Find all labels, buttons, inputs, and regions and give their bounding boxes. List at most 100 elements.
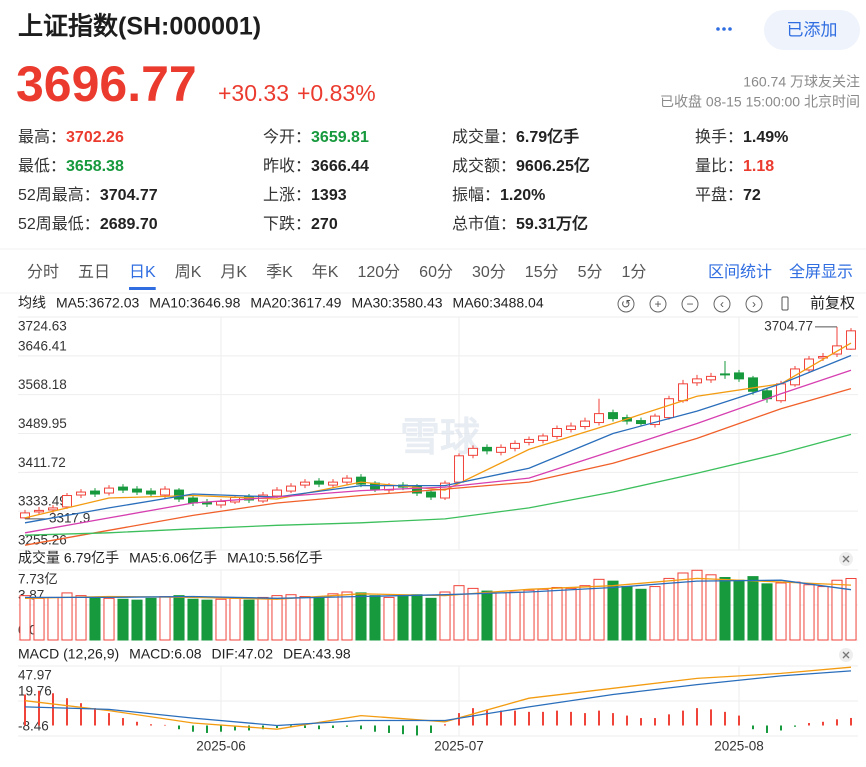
volume-bar xyxy=(327,593,339,641)
added-button[interactable] xyxy=(764,10,860,50)
close-icon[interactable] xyxy=(842,555,850,563)
candle-body xyxy=(552,428,562,437)
stat: 量比：1.18 xyxy=(695,157,774,175)
stat: 上涨：1393 xyxy=(263,186,347,204)
period-tab[interactable]: 60分 xyxy=(419,263,453,281)
y-tick-label: 3724.63 xyxy=(18,319,67,334)
stat-value: 3666.44 xyxy=(311,158,369,175)
ma-line xyxy=(25,579,852,599)
candle-body xyxy=(804,358,814,371)
volume-bar xyxy=(439,591,451,641)
candle-body xyxy=(468,447,478,456)
period-tab[interactable]: 30分 xyxy=(472,263,506,281)
chart-tool-icon[interactable]: − xyxy=(686,297,693,311)
chart-tool[interactable] xyxy=(617,295,635,313)
period-tab[interactable]: 5分 xyxy=(578,263,603,281)
candle-body xyxy=(496,446,506,453)
candle-body xyxy=(62,495,72,508)
candle-body xyxy=(748,377,758,392)
chart-tool-icon[interactable]: ↺ xyxy=(621,297,631,311)
volume-bar xyxy=(173,595,185,641)
charts: 3724.63 3646.41 3568.18 3489.95 3411.72 3333.… xyxy=(18,294,858,754)
volume-bar xyxy=(789,581,801,641)
chart-tool[interactable] xyxy=(745,295,763,313)
chart-tool-icon[interactable]: ‹ xyxy=(720,297,724,311)
y-tick-label: 19.76 xyxy=(18,684,52,699)
candle-body xyxy=(720,373,730,376)
period-tab[interactable]: 分时 xyxy=(27,263,59,281)
volume-bar xyxy=(61,592,73,641)
period-tab[interactable]: 月K xyxy=(220,264,247,281)
stat: 昨收：3666.44 xyxy=(263,157,369,175)
stat-value: 1393 xyxy=(311,187,347,204)
y-tick-label: 3646.41 xyxy=(18,338,67,353)
chart-tool-icon[interactable]: › xyxy=(752,297,756,311)
volume-bar xyxy=(635,588,647,641)
volume-bar xyxy=(131,599,143,641)
chart-tool[interactable] xyxy=(681,295,699,313)
volume-bar xyxy=(89,596,101,641)
candle-body xyxy=(272,489,282,497)
candle-body xyxy=(342,477,352,483)
candle-body xyxy=(76,491,86,496)
period-tab[interactable]: 日K xyxy=(129,264,156,281)
candle-body xyxy=(90,490,100,495)
stat-label: 总市值： xyxy=(452,215,516,233)
volume-bar xyxy=(803,584,815,641)
max-label: 3704.77 xyxy=(764,318,813,333)
period-tab[interactable]: 五日 xyxy=(78,264,110,281)
x-tick-label: 2025-07 xyxy=(434,739,484,754)
volume-bar xyxy=(593,578,605,641)
y-tick-label: 3489.95 xyxy=(18,416,67,431)
stat-label: 最低： xyxy=(18,157,66,175)
legend-item: MA10:3646.98 xyxy=(149,295,240,311)
candle-body xyxy=(692,378,702,384)
tool-link[interactable]: 全屏显示 xyxy=(789,263,853,281)
candle-body xyxy=(594,413,604,424)
legend-item: 均线 xyxy=(18,295,46,311)
candle-body xyxy=(664,398,674,419)
stat-value: 2689.70 xyxy=(100,216,158,233)
candle-body xyxy=(328,481,338,486)
volume-bar xyxy=(201,599,213,641)
chart-tool-icon[interactable]: + xyxy=(654,297,661,311)
change-abs: +30.33 xyxy=(218,80,289,106)
candle-body xyxy=(566,425,576,431)
period-tab[interactable]: 120分 xyxy=(357,263,400,281)
stat-label: 昨收： xyxy=(263,157,311,175)
more-button[interactable] xyxy=(716,27,732,31)
added-label[interactable]: 已添加 xyxy=(787,20,838,39)
period-tab[interactable]: 1分 xyxy=(622,263,647,281)
candle-body xyxy=(174,489,184,500)
period-tab[interactable]: 15分 xyxy=(525,263,559,281)
stat-value: 3658.38 xyxy=(66,158,124,175)
candle-body xyxy=(636,420,646,425)
period-tab[interactable]: 季K xyxy=(266,263,293,281)
stat: 成交量：6.79亿手 xyxy=(452,127,579,146)
legend-item: DIF:47.02 xyxy=(212,646,274,662)
adjust-icon[interactable] xyxy=(781,296,789,311)
price: 3696.77 xyxy=(16,56,197,112)
stat: 平盘：72 xyxy=(695,185,761,204)
volume-bar xyxy=(677,572,689,641)
chart-tool[interactable] xyxy=(649,295,667,313)
volume-bar xyxy=(551,586,563,641)
chart-tool[interactable] xyxy=(713,295,731,313)
stat-label: 振幅： xyxy=(452,186,500,204)
close-icon[interactable] xyxy=(842,651,850,659)
stock-title: 上证指数(SH:000001) xyxy=(18,13,261,41)
ma-line xyxy=(24,666,852,730)
period-tab[interactable]: 年K xyxy=(312,263,339,281)
legend-item: MACD (12,26,9) xyxy=(18,646,119,662)
ma-line xyxy=(24,369,852,534)
volume-bar xyxy=(831,579,843,641)
x-tick-label: 2025-06 xyxy=(196,739,246,754)
stat: 总市值：59.31万亿 xyxy=(452,214,588,233)
adjust-label[interactable]: 前复权 xyxy=(810,294,855,312)
y-tick-label: 7.73亿 xyxy=(18,572,58,587)
tool-link[interactable]: 区间统计 xyxy=(708,263,772,281)
volume-bar xyxy=(621,586,633,641)
volume-bar xyxy=(229,597,241,641)
period-tab[interactable]: 周K xyxy=(175,264,202,281)
